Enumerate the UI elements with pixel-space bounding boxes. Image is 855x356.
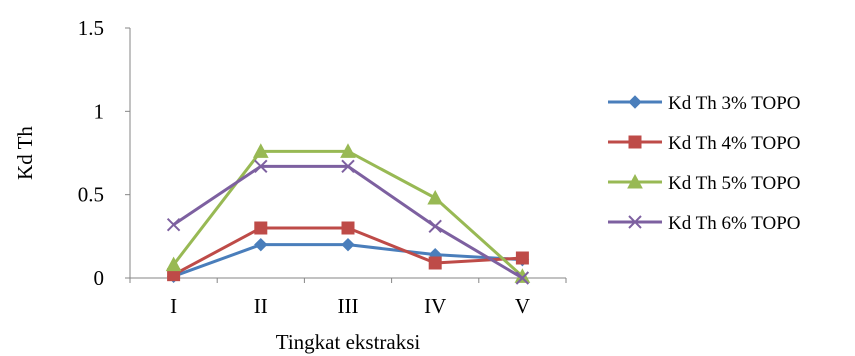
legend-marker xyxy=(628,215,642,229)
series-2 xyxy=(167,221,529,282)
legend-label: Kd Th 5% TOPO xyxy=(668,173,801,194)
x-tick-label: II xyxy=(254,294,268,318)
data-point xyxy=(341,159,355,174)
data-point xyxy=(428,219,442,234)
y-tick-label: 1 xyxy=(94,99,105,123)
data-point xyxy=(252,143,269,158)
legend-item: Kd Th 6% TOPO xyxy=(608,213,801,234)
data-point xyxy=(427,189,444,205)
data-point xyxy=(428,256,442,270)
y-axis-ticks: 0 0.5 1 1.5 xyxy=(78,16,130,290)
x-tick-label: III xyxy=(338,294,359,318)
series-3 xyxy=(165,143,531,283)
legend-label: Kd Th 6% TOPO xyxy=(668,213,801,234)
axes xyxy=(129,28,566,279)
legend-marker xyxy=(627,173,643,189)
series-layer xyxy=(165,143,531,285)
x-tick-label: I xyxy=(170,294,177,318)
legend-label: Kd Th 3% TOPO xyxy=(668,93,801,114)
legend-marker xyxy=(628,135,642,149)
data-point xyxy=(254,221,268,235)
legend-label: Kd Th 4% TOPO xyxy=(668,133,801,154)
y-tick-label: 1.5 xyxy=(78,16,104,40)
data-point xyxy=(341,237,355,252)
data-point xyxy=(341,221,355,235)
y-tick-label: 0.5 xyxy=(78,183,104,207)
legend-item: Kd Th 4% TOPO xyxy=(608,133,801,154)
y-tick-label: 0 xyxy=(94,266,105,290)
data-point xyxy=(515,271,530,285)
legend-item: Kd Th 3% TOPO xyxy=(608,93,801,114)
data-point xyxy=(166,217,181,232)
legend: Kd Th 3% TOPO Kd Th 4% TOPO Kd Th 5% TOPO K… xyxy=(608,93,801,234)
x-axis-ticks: I II III IV V xyxy=(129,278,567,318)
x-tick-label: IV xyxy=(424,294,446,318)
data-point xyxy=(515,251,529,265)
legend-item: Kd Th 5% TOPO xyxy=(608,173,801,194)
y-axis-title: Kd Th xyxy=(13,126,37,180)
legend-marker xyxy=(628,95,642,109)
data-point xyxy=(254,159,268,174)
x-tick-label: V xyxy=(515,294,530,318)
data-point xyxy=(165,256,182,272)
data-point xyxy=(340,143,356,158)
series-4 xyxy=(166,159,530,285)
x-axis-title: Tingkat ekstraksi xyxy=(276,330,421,354)
data-point xyxy=(254,237,268,252)
